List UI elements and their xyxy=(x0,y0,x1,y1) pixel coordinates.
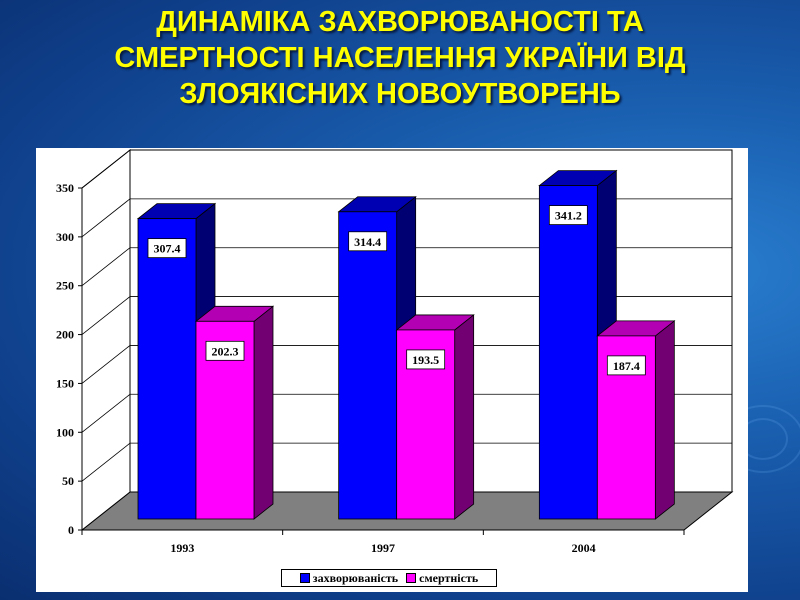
legend-swatch xyxy=(299,573,310,583)
data-label: 193.5 xyxy=(412,353,439,367)
data-label: 187.4 xyxy=(613,359,640,373)
bar-side xyxy=(654,320,675,520)
legend-label: смертність xyxy=(419,570,479,585)
gridline xyxy=(81,247,131,287)
data-label: 314.4 xyxy=(354,235,381,249)
legend-swatch xyxy=(406,573,417,583)
bar-side xyxy=(253,305,274,520)
title-line: ДИНАМІКА ЗАХВОРЮВАНОСТІ ТА xyxy=(156,6,644,38)
title-line: ЗЛОЯКІСНИХ НОВОУТВОРЕНЬ xyxy=(179,78,621,110)
y-tick-label: 0 xyxy=(68,523,74,537)
data-label-box xyxy=(348,231,388,252)
chart-side-wall xyxy=(81,148,131,532)
data-label-box xyxy=(606,355,646,376)
legend-item: смертність xyxy=(406,571,478,586)
data-label: 307.4 xyxy=(154,242,181,256)
y-tick-label: 50 xyxy=(62,474,74,488)
slide-title: ДИНАМІКА ЗАХВОРЮВАНОСТІ ТА СМЕРТНОСТІ НА… xyxy=(0,4,800,112)
gridline xyxy=(81,296,131,335)
y-tick-label: 150 xyxy=(56,376,74,390)
gridline xyxy=(81,345,131,384)
gridline xyxy=(81,198,131,238)
y-tick-label: 100 xyxy=(56,425,74,439)
x-tick-label: 2004 xyxy=(572,541,596,555)
x-tick-label: 1997 xyxy=(371,541,395,555)
y-tick-label: 350 xyxy=(56,181,74,195)
gridline xyxy=(81,149,131,189)
x-tick-label: 1993 xyxy=(170,541,194,555)
data-label-box xyxy=(406,349,446,370)
data-label-box xyxy=(205,340,245,361)
chart-legend: захворюваність смертність xyxy=(281,569,497,587)
title-line: СМЕРТНОСТІ НАСЕЛЕННЯ УКРАЇНИ ВІД xyxy=(114,42,686,74)
bar xyxy=(538,185,598,520)
bar-side xyxy=(454,314,475,520)
y-tick-label: 250 xyxy=(56,279,74,293)
data-label: 341.2 xyxy=(555,209,582,223)
y-tick-label: 300 xyxy=(56,230,74,244)
bar xyxy=(137,218,197,520)
data-label: 202.3 xyxy=(212,344,239,358)
legend-label: захворюваність xyxy=(312,570,399,585)
gridline xyxy=(81,393,131,433)
bar xyxy=(338,211,398,520)
y-tick-label: 200 xyxy=(56,328,74,342)
data-label-box xyxy=(147,238,187,259)
legend-item: захворюваність xyxy=(299,570,399,586)
data-label-box xyxy=(548,205,588,225)
gridline xyxy=(81,442,131,482)
